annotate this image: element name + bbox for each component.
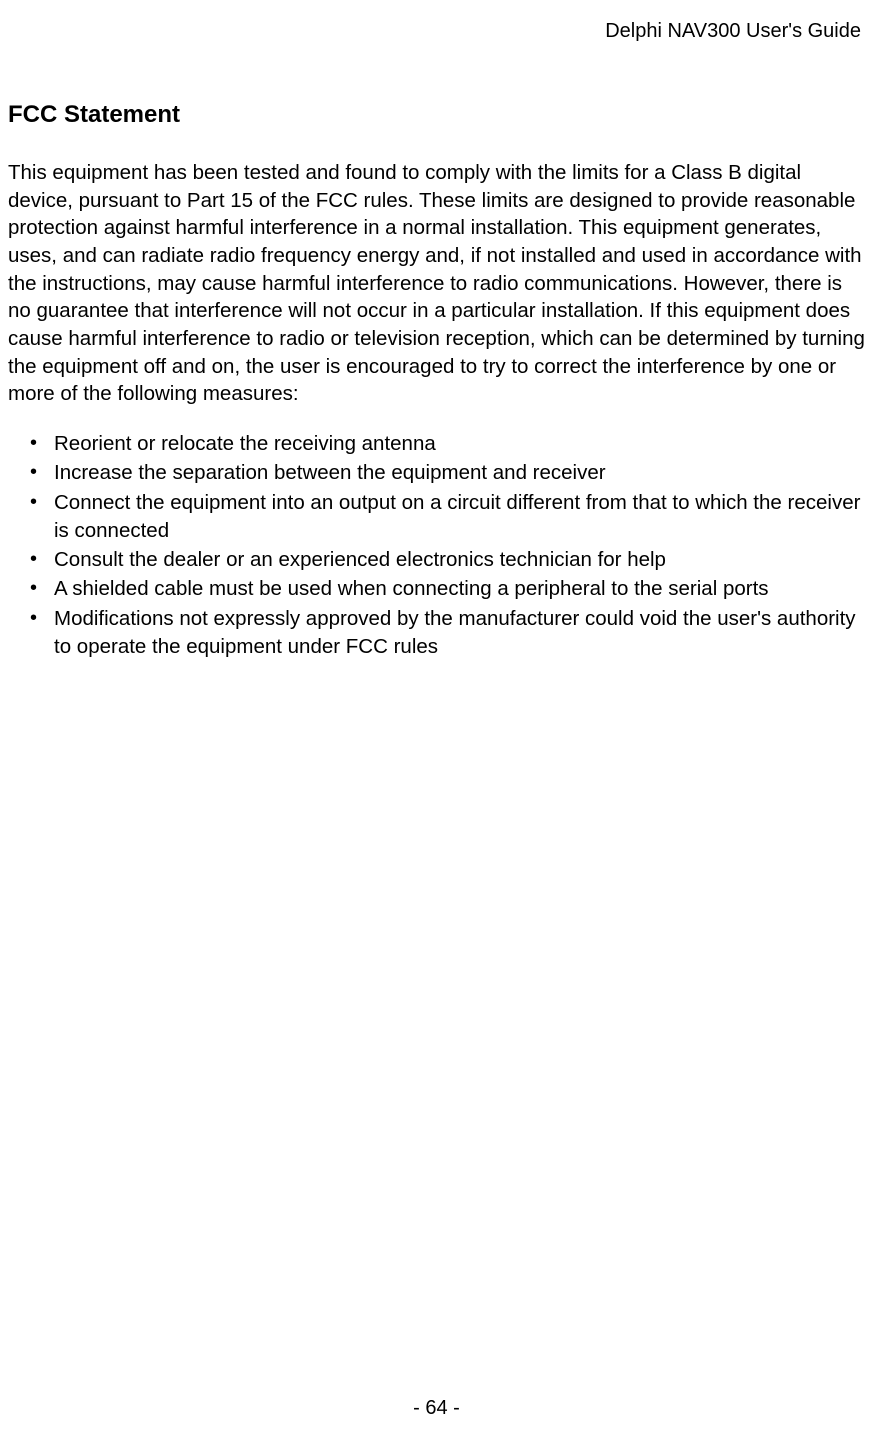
page-header: Delphi NAV300 User's Guide xyxy=(8,20,865,43)
list-item: A shielded cable must be used when conne… xyxy=(30,575,865,603)
list-item: Modifications not expressly approved by … xyxy=(30,605,865,662)
page-footer: - 64 - xyxy=(0,1397,873,1420)
list-item: Increase the separation between the equi… xyxy=(30,459,865,487)
list-item: Reorient or relocate the receiving anten… xyxy=(30,430,865,458)
list-item: Consult the dealer or an experienced ele… xyxy=(30,546,865,574)
document-title: Delphi NAV300 User's Guide xyxy=(605,20,861,42)
section-heading: FCC Statement xyxy=(8,101,865,129)
list-item: Connect the equipment into an output on … xyxy=(30,489,865,546)
section-paragraph: This equipment has been tested and found… xyxy=(8,159,865,408)
page-number: - 64 - xyxy=(413,1397,460,1419)
bullet-list: Reorient or relocate the receiving anten… xyxy=(8,430,865,661)
